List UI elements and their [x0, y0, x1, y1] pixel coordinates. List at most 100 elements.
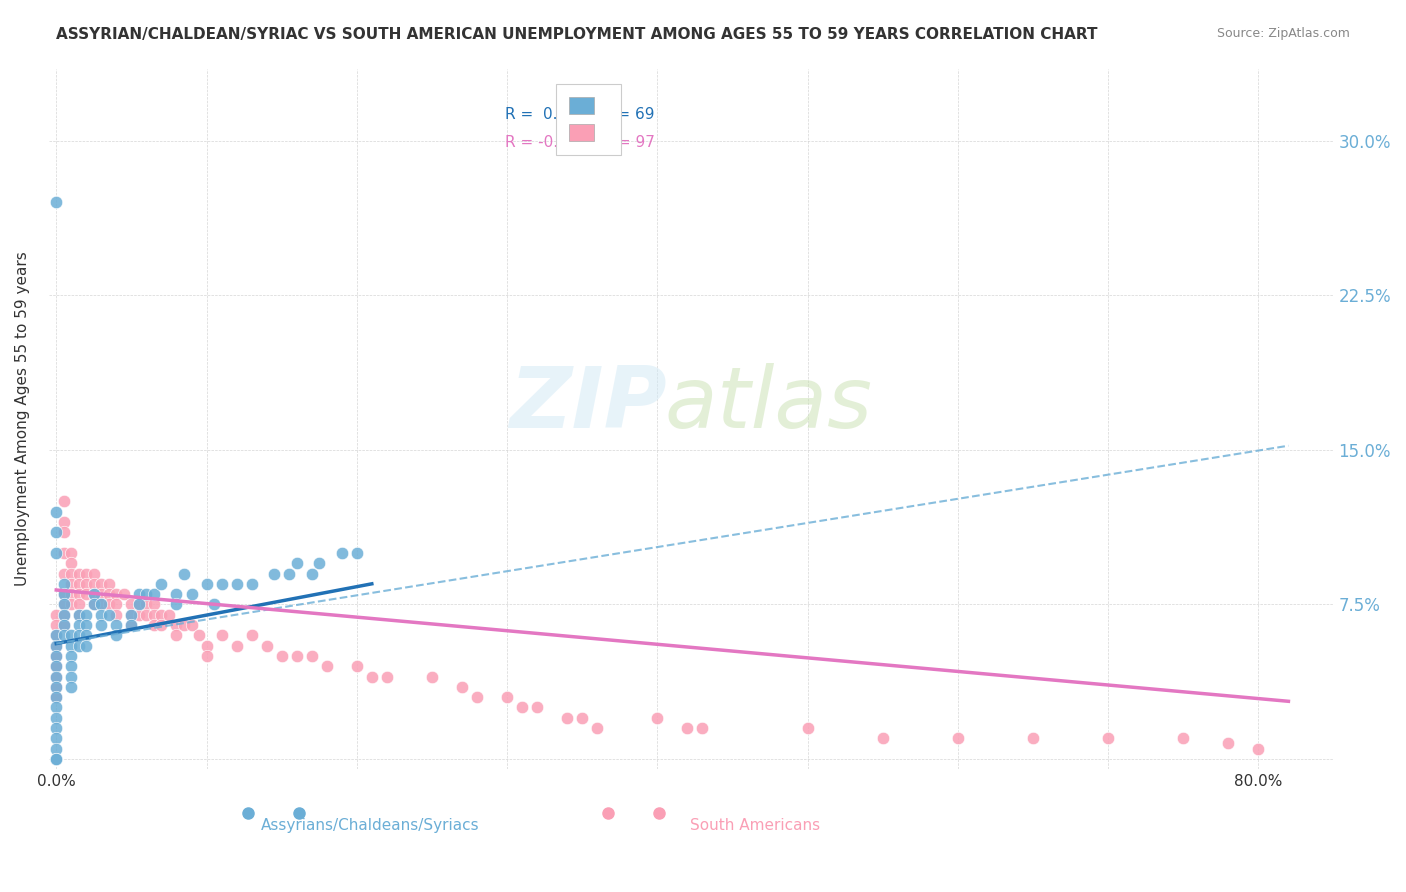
Point — [67, 618, 90, 632]
Point — [120, 618, 142, 632]
Point — [135, 598, 157, 612]
Point — [52, 628, 75, 642]
Point — [211, 628, 233, 642]
Point — [120, 598, 142, 612]
Point — [270, 648, 292, 663]
Point — [75, 607, 97, 622]
Point — [45, 752, 67, 766]
Point — [45, 505, 67, 519]
Point — [315, 659, 337, 673]
Point — [278, 566, 301, 581]
Point — [60, 648, 83, 663]
Point — [256, 639, 278, 653]
Point — [75, 628, 97, 642]
Point — [150, 607, 173, 622]
Point — [180, 587, 202, 601]
Point — [45, 690, 67, 705]
Point — [90, 598, 112, 612]
Point — [52, 525, 75, 540]
Point — [676, 721, 699, 735]
Point — [67, 598, 90, 612]
Point — [52, 494, 75, 508]
Point — [60, 680, 83, 694]
Point — [52, 515, 75, 529]
Point — [75, 618, 97, 632]
Point — [60, 577, 83, 591]
Point — [45, 669, 67, 683]
Point — [1218, 735, 1240, 749]
Point — [83, 587, 105, 601]
Point — [75, 566, 97, 581]
Point — [45, 648, 67, 663]
Point — [120, 618, 142, 632]
Point — [75, 587, 97, 601]
Point — [52, 566, 75, 581]
Point — [510, 700, 533, 714]
Point — [97, 587, 120, 601]
Text: Assyrians/Chaldeans/Syriacs: Assyrians/Chaldeans/Syriacs — [260, 818, 479, 833]
Point — [263, 566, 285, 581]
Point — [67, 566, 90, 581]
Point — [105, 628, 128, 642]
Point — [90, 607, 112, 622]
Point — [45, 639, 67, 653]
Point — [420, 669, 443, 683]
Point — [45, 700, 67, 714]
Point — [67, 577, 90, 591]
Point — [157, 607, 180, 622]
Point — [45, 721, 67, 735]
Point — [90, 587, 112, 601]
Point — [52, 598, 75, 612]
Point — [45, 659, 67, 673]
Point — [555, 711, 578, 725]
Point — [45, 669, 67, 683]
Point — [52, 546, 75, 560]
Point — [128, 598, 150, 612]
Point — [45, 741, 67, 756]
Point — [83, 577, 105, 591]
Text: R = -0.214   N = 97: R = -0.214 N = 97 — [505, 135, 655, 150]
Point — [946, 731, 969, 746]
Point — [128, 607, 150, 622]
Point — [97, 598, 120, 612]
Point — [52, 618, 75, 632]
Point — [105, 598, 128, 612]
Point — [346, 659, 368, 673]
Point — [142, 618, 165, 632]
Point — [195, 648, 218, 663]
Point — [526, 700, 548, 714]
Point — [52, 598, 75, 612]
Point — [120, 607, 142, 622]
Point — [166, 618, 188, 632]
Point — [45, 639, 67, 653]
Point — [45, 680, 67, 694]
Point — [60, 587, 83, 601]
Point — [105, 587, 128, 601]
Point — [67, 607, 90, 622]
Text: ASSYRIAN/CHALDEAN/SYRIAC VS SOUTH AMERICAN UNEMPLOYMENT AMONG AGES 55 TO 59 YEAR: ASSYRIAN/CHALDEAN/SYRIAC VS SOUTH AMERIC… — [56, 27, 1098, 42]
Point — [872, 731, 894, 746]
Point — [67, 628, 90, 642]
Point — [211, 577, 233, 591]
Point — [301, 648, 323, 663]
Point — [647, 711, 669, 725]
Point — [692, 721, 714, 735]
Y-axis label: Unemployment Among Ages 55 to 59 years: Unemployment Among Ages 55 to 59 years — [15, 252, 30, 586]
Point — [142, 607, 165, 622]
Point — [150, 577, 173, 591]
Point — [1022, 731, 1045, 746]
Point — [60, 628, 83, 642]
Point — [45, 731, 67, 746]
Point — [135, 587, 157, 601]
Point — [60, 566, 83, 581]
Point — [166, 598, 188, 612]
Point — [52, 607, 75, 622]
Point — [586, 721, 609, 735]
Point — [173, 566, 195, 581]
Point — [60, 659, 83, 673]
Point — [90, 598, 112, 612]
Point — [45, 607, 67, 622]
Point — [45, 648, 67, 663]
Point — [360, 669, 382, 683]
Text: Source: ZipAtlas.com: Source: ZipAtlas.com — [1216, 27, 1350, 40]
